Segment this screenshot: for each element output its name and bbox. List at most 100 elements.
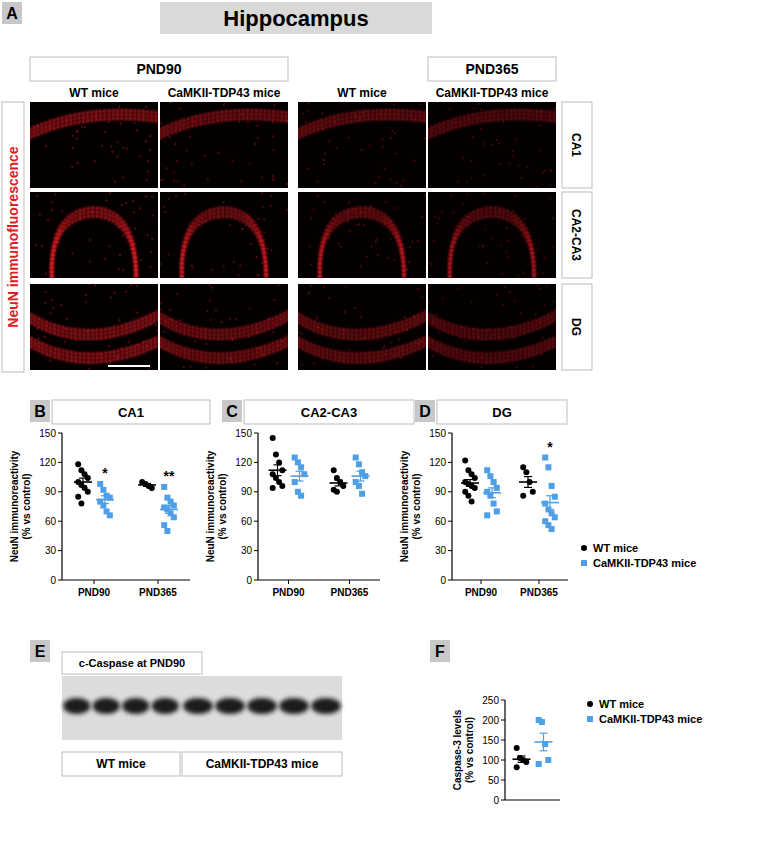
cell-dot xyxy=(527,167,529,169)
micrograph xyxy=(298,102,426,188)
data-point xyxy=(469,499,475,505)
significance-mark: * xyxy=(102,465,108,481)
cell-layer xyxy=(320,208,404,278)
plot-area xyxy=(461,455,559,533)
cell-dot xyxy=(38,338,40,340)
cell-dot xyxy=(273,149,275,151)
data-point xyxy=(292,479,298,485)
error-bar xyxy=(335,480,343,486)
cell-dot xyxy=(423,186,425,188)
plot-area xyxy=(513,717,553,770)
cell-layer xyxy=(182,212,266,278)
cell-dot xyxy=(347,221,349,223)
cell-dot xyxy=(72,147,74,149)
cell-dot xyxy=(337,243,339,245)
cell-dot xyxy=(323,286,325,288)
data-point xyxy=(549,526,555,532)
y-tick-label: 200 xyxy=(482,715,499,726)
data-point xyxy=(539,719,545,725)
cell-dot xyxy=(309,246,311,248)
cell-dot xyxy=(71,135,73,137)
cell-dot xyxy=(209,300,211,302)
cell-dot xyxy=(104,131,106,133)
error-cap xyxy=(518,762,526,763)
blot-band xyxy=(279,698,308,714)
cell-dot xyxy=(272,121,274,123)
cell-dot xyxy=(535,249,537,251)
error-cap xyxy=(546,495,554,496)
cell-dot xyxy=(441,212,443,214)
cell-dot xyxy=(94,284,96,286)
error-stem xyxy=(469,480,470,487)
cell-dot xyxy=(117,141,119,143)
cell-dot xyxy=(472,136,474,138)
cell-dot xyxy=(466,180,468,182)
cell-dot xyxy=(381,138,383,140)
data-point xyxy=(356,483,362,489)
cell-dot xyxy=(205,367,207,369)
cell-dot xyxy=(349,230,351,232)
cell-dot xyxy=(542,172,544,174)
cell-dot xyxy=(452,212,454,214)
timepoint-label-box xyxy=(30,57,288,81)
error-stem xyxy=(527,477,528,488)
cell-dot xyxy=(508,240,510,242)
cell-dot xyxy=(550,185,552,187)
cell-dot xyxy=(240,113,242,115)
cell-dot xyxy=(173,180,175,182)
y-tick xyxy=(448,550,452,551)
cell-layer xyxy=(298,316,426,339)
cell-dot xyxy=(471,177,473,179)
legend-label: WT mice xyxy=(599,698,644,710)
cell-dot xyxy=(377,254,379,256)
panel-label: F xyxy=(435,643,445,660)
cell-dot xyxy=(61,210,63,212)
x-tick-label: PND365 xyxy=(520,587,558,598)
legend-marker xyxy=(581,545,587,551)
cell-dot xyxy=(122,269,124,271)
cell-dot xyxy=(521,235,523,237)
cell-dot xyxy=(263,218,265,220)
cell-layer xyxy=(298,342,426,362)
cell-dot xyxy=(307,110,309,112)
cell-dot xyxy=(480,366,482,368)
cell-dot xyxy=(44,336,46,338)
error-cap xyxy=(335,485,343,486)
cell-dot xyxy=(394,132,396,134)
data-point xyxy=(491,479,497,485)
data-point xyxy=(484,512,490,518)
y-tick-label: 100 xyxy=(482,755,499,766)
cell-dot xyxy=(323,163,325,165)
cell-dot xyxy=(432,355,434,357)
error-cap xyxy=(101,495,109,496)
data-point xyxy=(356,461,362,467)
cell-dot xyxy=(147,234,149,236)
region-label: CA1 xyxy=(569,133,583,157)
cell-dot xyxy=(348,202,350,204)
cell-dot xyxy=(122,235,124,237)
y-tick xyxy=(448,580,452,581)
cell-dot xyxy=(544,170,546,172)
cell-dot xyxy=(428,287,430,289)
blot-title: c-Caspase at PND90 xyxy=(79,657,185,669)
cell-dot xyxy=(105,200,107,202)
y-tick xyxy=(58,521,62,522)
cell-layer xyxy=(52,208,136,278)
cell-dot xyxy=(270,195,272,197)
cell-layer xyxy=(298,338,426,358)
panel-label-bg xyxy=(415,400,435,422)
y-tick-label: 30 xyxy=(45,545,57,556)
cell-dot xyxy=(45,273,47,275)
figure: AHippocampusPND90PND365WT miceCaMKII-TDP… xyxy=(0,0,784,841)
cell-dot xyxy=(518,164,520,166)
data-point xyxy=(298,464,304,470)
error-cap xyxy=(524,487,532,488)
x-tick xyxy=(288,580,289,584)
data-point xyxy=(484,467,490,473)
cell-dot xyxy=(396,207,398,209)
cell-dot xyxy=(64,341,66,343)
cell-dot xyxy=(324,201,326,203)
blot-band xyxy=(247,698,276,714)
cell-dot xyxy=(408,261,410,263)
cell-dot xyxy=(272,179,274,181)
